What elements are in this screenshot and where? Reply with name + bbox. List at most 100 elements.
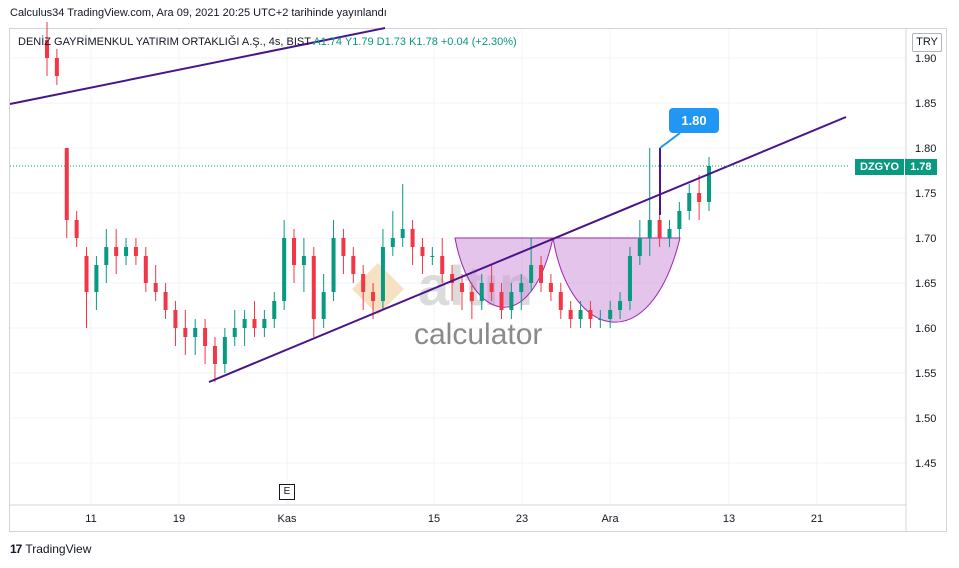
candle-body xyxy=(479,283,484,301)
candle-body xyxy=(104,247,109,265)
candle-body xyxy=(608,310,613,319)
price-tick-label: 1.75 xyxy=(915,188,936,200)
candle-body xyxy=(232,328,237,337)
ticker-last-price: 1.78 xyxy=(905,159,937,175)
candle-body xyxy=(341,238,346,256)
candle-body xyxy=(282,238,287,301)
ticker-symbol: DZGYO xyxy=(855,159,905,175)
candle-body xyxy=(84,256,89,292)
candle-body xyxy=(707,166,711,202)
trendlines xyxy=(9,27,847,383)
support-trendline xyxy=(208,116,847,383)
candle-body xyxy=(143,256,148,283)
time-tick-label: Kas xyxy=(278,513,297,525)
candle-body xyxy=(252,319,257,328)
candle-body xyxy=(114,247,119,256)
candle-body xyxy=(430,256,435,257)
price-tick-label: 1.45 xyxy=(915,458,936,470)
candle-body xyxy=(321,292,326,319)
candle-body xyxy=(94,265,99,292)
candle-body xyxy=(183,328,188,337)
candle-body xyxy=(45,40,49,58)
price-tick-label: 1.55 xyxy=(915,368,936,380)
candle-body xyxy=(548,283,553,292)
candle-body xyxy=(311,256,316,319)
candle-body xyxy=(450,274,455,283)
candle-body xyxy=(400,229,405,238)
candle-body xyxy=(440,256,445,274)
price-annotation-label[interactable]: 1.80 xyxy=(669,108,719,133)
candle-body xyxy=(667,229,672,238)
watermark-diamond-icon xyxy=(352,263,404,315)
candle-body xyxy=(687,193,692,211)
time-tick-label: 15 xyxy=(428,513,440,525)
candle-body xyxy=(212,346,217,364)
cup-right-shape xyxy=(552,237,681,323)
candle-body xyxy=(133,247,138,256)
time-tick-label: 23 xyxy=(516,513,528,525)
candle-body xyxy=(637,238,642,256)
price-tick-label: 1.65 xyxy=(915,278,936,290)
candle-body xyxy=(390,238,395,247)
candle-body xyxy=(203,328,208,346)
candle-body xyxy=(380,247,385,301)
candle-body xyxy=(697,193,702,202)
candle-body xyxy=(371,292,376,301)
candle-body xyxy=(529,265,534,283)
ohlc-values: A1.74 Y1.79 D1.73 K1.78 +0.04 (+2.30%) xyxy=(313,36,517,48)
published-info: Calculus34 TradingView.com, Ara 09, 2021… xyxy=(10,7,387,19)
candle-body xyxy=(598,319,603,320)
cup-left-shape xyxy=(454,237,554,308)
price-tick-label: 1.70 xyxy=(915,233,936,245)
price-tick-label: 1.85 xyxy=(915,98,936,110)
candle-body xyxy=(301,256,306,265)
time-tick-label: 19 xyxy=(173,513,185,525)
candle-body xyxy=(568,310,573,319)
candle-body xyxy=(519,283,524,292)
candle-body xyxy=(173,310,178,328)
earnings-marker[interactable]: E xyxy=(279,484,295,500)
candle-body xyxy=(420,247,425,256)
price-tick-label: 1.80 xyxy=(915,143,936,155)
candle-body xyxy=(410,229,415,247)
candles xyxy=(45,22,711,382)
candle-body xyxy=(163,292,168,310)
annotation-pointer xyxy=(659,132,681,149)
tradingview-logo-icon: 17 xyxy=(10,542,22,556)
currency-badge[interactable]: TRY xyxy=(912,33,942,52)
candle-body xyxy=(351,256,356,274)
price-tick-label: 1.60 xyxy=(915,323,936,335)
candle-body xyxy=(618,301,623,310)
time-tick-label: 13 xyxy=(723,513,735,525)
cup-handle-pattern xyxy=(454,237,681,323)
price-tick-label: 1.50 xyxy=(915,413,936,425)
candle-body xyxy=(74,220,79,238)
candle-body xyxy=(262,319,267,328)
chart-pane[interactable] xyxy=(9,28,947,532)
candle-body xyxy=(361,274,366,292)
price-tick-label: 1.90 xyxy=(915,53,936,65)
candle-body xyxy=(509,292,514,310)
candle-body xyxy=(222,337,227,364)
candle-body xyxy=(124,247,129,256)
candle-body xyxy=(677,211,682,229)
candle-body xyxy=(578,310,583,319)
instrument-name: DENİZ GAYRİMENKUL YATIRIM ORTAKLIĞI A.Ş.… xyxy=(18,36,311,48)
time-tick-label: 11 xyxy=(85,513,96,525)
candle-body xyxy=(588,310,593,319)
candle-body xyxy=(499,292,504,310)
candle-body xyxy=(153,283,158,292)
time-tick-label: Ara xyxy=(601,513,619,525)
candle-body xyxy=(272,301,277,319)
upper-trendline xyxy=(9,27,386,105)
ticker-price-tag: DZGYO 1.78 xyxy=(855,159,937,175)
candle-body xyxy=(647,220,652,238)
candle-body xyxy=(459,283,464,292)
tradingview-footer[interactable]: 17 TradingView xyxy=(10,542,91,556)
tradingview-brand: TradingView xyxy=(25,542,92,556)
candle-body xyxy=(64,148,69,220)
candle-body xyxy=(558,292,563,310)
candle-body xyxy=(657,220,662,238)
candle-body xyxy=(331,238,336,292)
